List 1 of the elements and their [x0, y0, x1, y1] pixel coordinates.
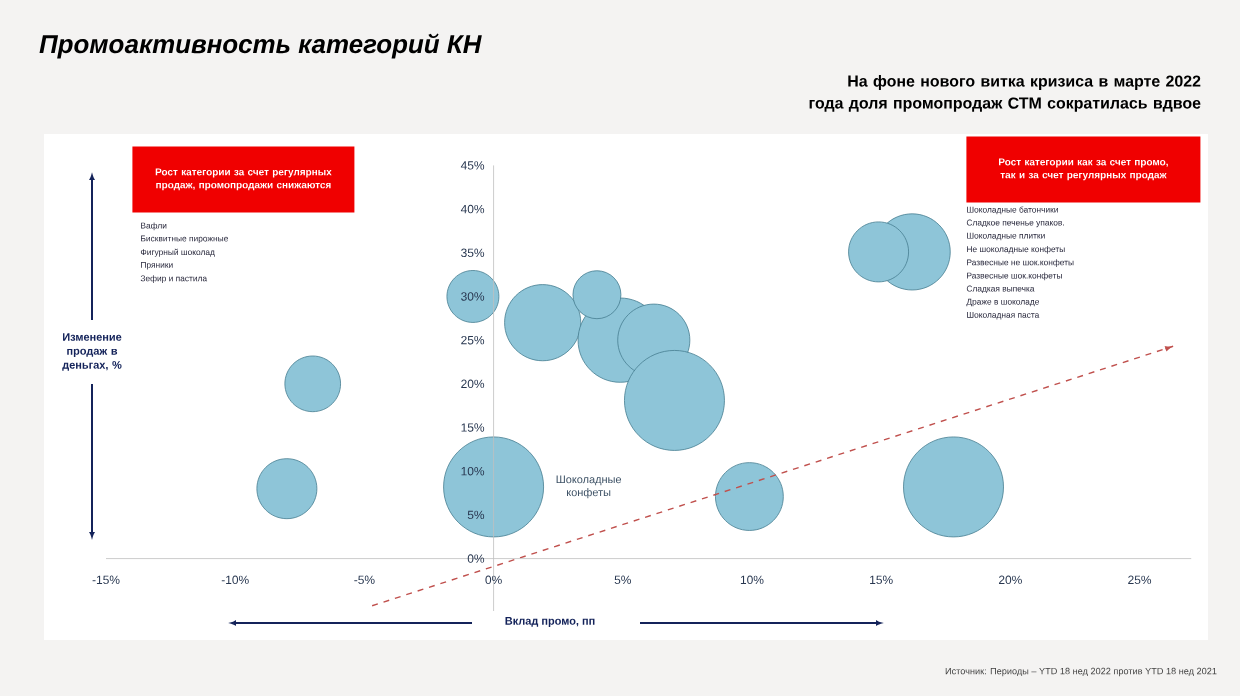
chart-title: Промоактивность категорий КН [39, 33, 482, 59]
